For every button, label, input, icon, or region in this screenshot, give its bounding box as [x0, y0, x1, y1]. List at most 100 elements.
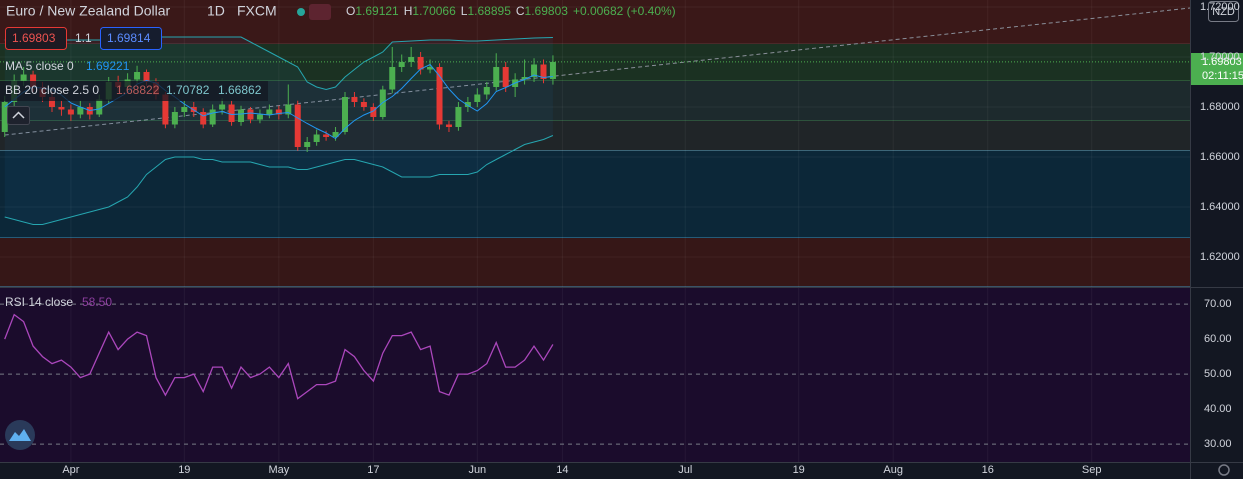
candle-body	[209, 109, 216, 125]
y-tick-label: 1.62000	[1200, 251, 1240, 263]
y-tick-label: 30.00	[1204, 438, 1232, 450]
x-tick-label: Jul	[678, 464, 692, 476]
candle-body	[171, 112, 178, 125]
spread: 1.1	[75, 31, 92, 45]
legend-bb-upper: 1.70782	[166, 83, 210, 97]
x-tick-label: 16	[982, 464, 994, 476]
candle-body	[200, 112, 207, 125]
rsi-line	[4, 313, 554, 400]
x-tick-label: Jun	[468, 464, 486, 476]
candle-body	[540, 64, 547, 79]
market-status[interactable]	[297, 8, 305, 16]
buy-button[interactable]	[100, 27, 162, 50]
candle-body	[351, 97, 358, 102]
legend-ma-value: 1.69221	[86, 59, 130, 73]
candle-body	[247, 109, 254, 120]
candle-body	[266, 109, 273, 115]
y-tick-label: 1.72000	[1200, 1, 1240, 13]
open-prefix: O	[346, 4, 355, 18]
sell-price: 1.69803	[12, 31, 56, 45]
candle-body	[427, 67, 434, 70]
y-tick-label: 1.70000	[1200, 51, 1240, 63]
candle-body	[389, 67, 396, 90]
collapse-button[interactable]	[7, 106, 30, 125]
ma-line	[4, 63, 553, 140]
candle-body	[30, 74, 37, 87]
candle-body	[143, 72, 150, 82]
x-tick-label: Sep	[1082, 464, 1102, 476]
candle-body	[181, 107, 188, 112]
candle-body	[219, 104, 226, 110]
candle-body	[323, 134, 330, 137]
y-tick-label: 1.68000	[1200, 101, 1240, 113]
last-price: 1.69803	[1202, 56, 1242, 68]
low-value: 1.68895	[467, 4, 511, 18]
legend-bb: BB 20 close 2.5 0	[5, 83, 99, 97]
candle-body	[379, 89, 386, 117]
legend-bb-basis: 1.68822	[116, 83, 160, 97]
candle-body	[521, 77, 528, 80]
candle-body	[285, 104, 292, 115]
zone	[0, 121, 1190, 151]
y-tick-label: 60.00	[1204, 333, 1232, 345]
legend-rsi-value: 58.50	[82, 295, 112, 309]
x-tick-label: 19	[793, 464, 805, 476]
symbol: Euro / New Zealand Dollar	[6, 3, 171, 19]
candle-body	[275, 109, 282, 115]
open-value: 1.69121	[355, 4, 399, 18]
sell-button[interactable]	[5, 27, 67, 50]
data-delay-icon[interactable]	[309, 4, 331, 20]
candle-body	[134, 72, 141, 80]
candle-body	[332, 132, 339, 137]
interval: 1D	[207, 3, 225, 19]
buy-price: 1.69814	[107, 31, 151, 45]
last-price-box	[1191, 53, 1243, 85]
zone	[0, 238, 1190, 287]
candle-body	[398, 62, 405, 67]
settings-icon[interactable]	[1218, 464, 1230, 476]
zone	[0, 44, 1190, 81]
candle-body	[455, 107, 462, 127]
candle-body	[1, 102, 8, 132]
legend-bb-box	[0, 81, 268, 101]
candle-body	[20, 74, 27, 81]
legend-bb-lower: 1.66862	[218, 83, 262, 97]
candle-body	[58, 107, 65, 110]
x-tick-label: May	[268, 464, 289, 476]
candle-body	[483, 87, 490, 95]
zone	[0, 151, 1190, 238]
candle-body	[370, 107, 377, 117]
candle-body	[408, 57, 415, 62]
legend-rsi: RSI 14 close	[5, 295, 73, 309]
candle-body	[162, 94, 169, 125]
candle-body	[67, 109, 74, 115]
candle-body	[228, 104, 235, 122]
candle-body	[48, 97, 55, 107]
rsi-background	[0, 288, 1190, 462]
candle-body	[304, 142, 311, 147]
y-tick-label: 1.64000	[1200, 201, 1240, 213]
close-value: 1.69803	[525, 4, 569, 18]
candle-body	[96, 99, 103, 115]
currency-button[interactable]	[1208, 1, 1239, 22]
bb-lower	[4, 135, 554, 225]
candle-body	[531, 64, 538, 77]
candle-body	[77, 107, 84, 115]
low-prefix: L	[461, 4, 468, 18]
source: FXCM	[237, 3, 277, 19]
candle-body	[294, 104, 301, 147]
bb-upper	[4, 36, 553, 91]
legend-ma: MA 5 close 0	[5, 59, 74, 73]
x-tick-label: Aug	[883, 464, 903, 476]
candle-body	[549, 61, 556, 79]
y-tick-label: 1.66000	[1200, 151, 1240, 163]
high-prefix: H	[404, 4, 413, 18]
y-tick-label: 40.00	[1204, 403, 1232, 415]
y-tick-label: 50.00	[1204, 368, 1232, 380]
currency: NZD	[1212, 6, 1235, 18]
logo-mark	[9, 429, 31, 441]
candle-body	[313, 134, 320, 142]
candle-body	[464, 102, 471, 107]
y-tick-label: 70.00	[1204, 298, 1232, 310]
